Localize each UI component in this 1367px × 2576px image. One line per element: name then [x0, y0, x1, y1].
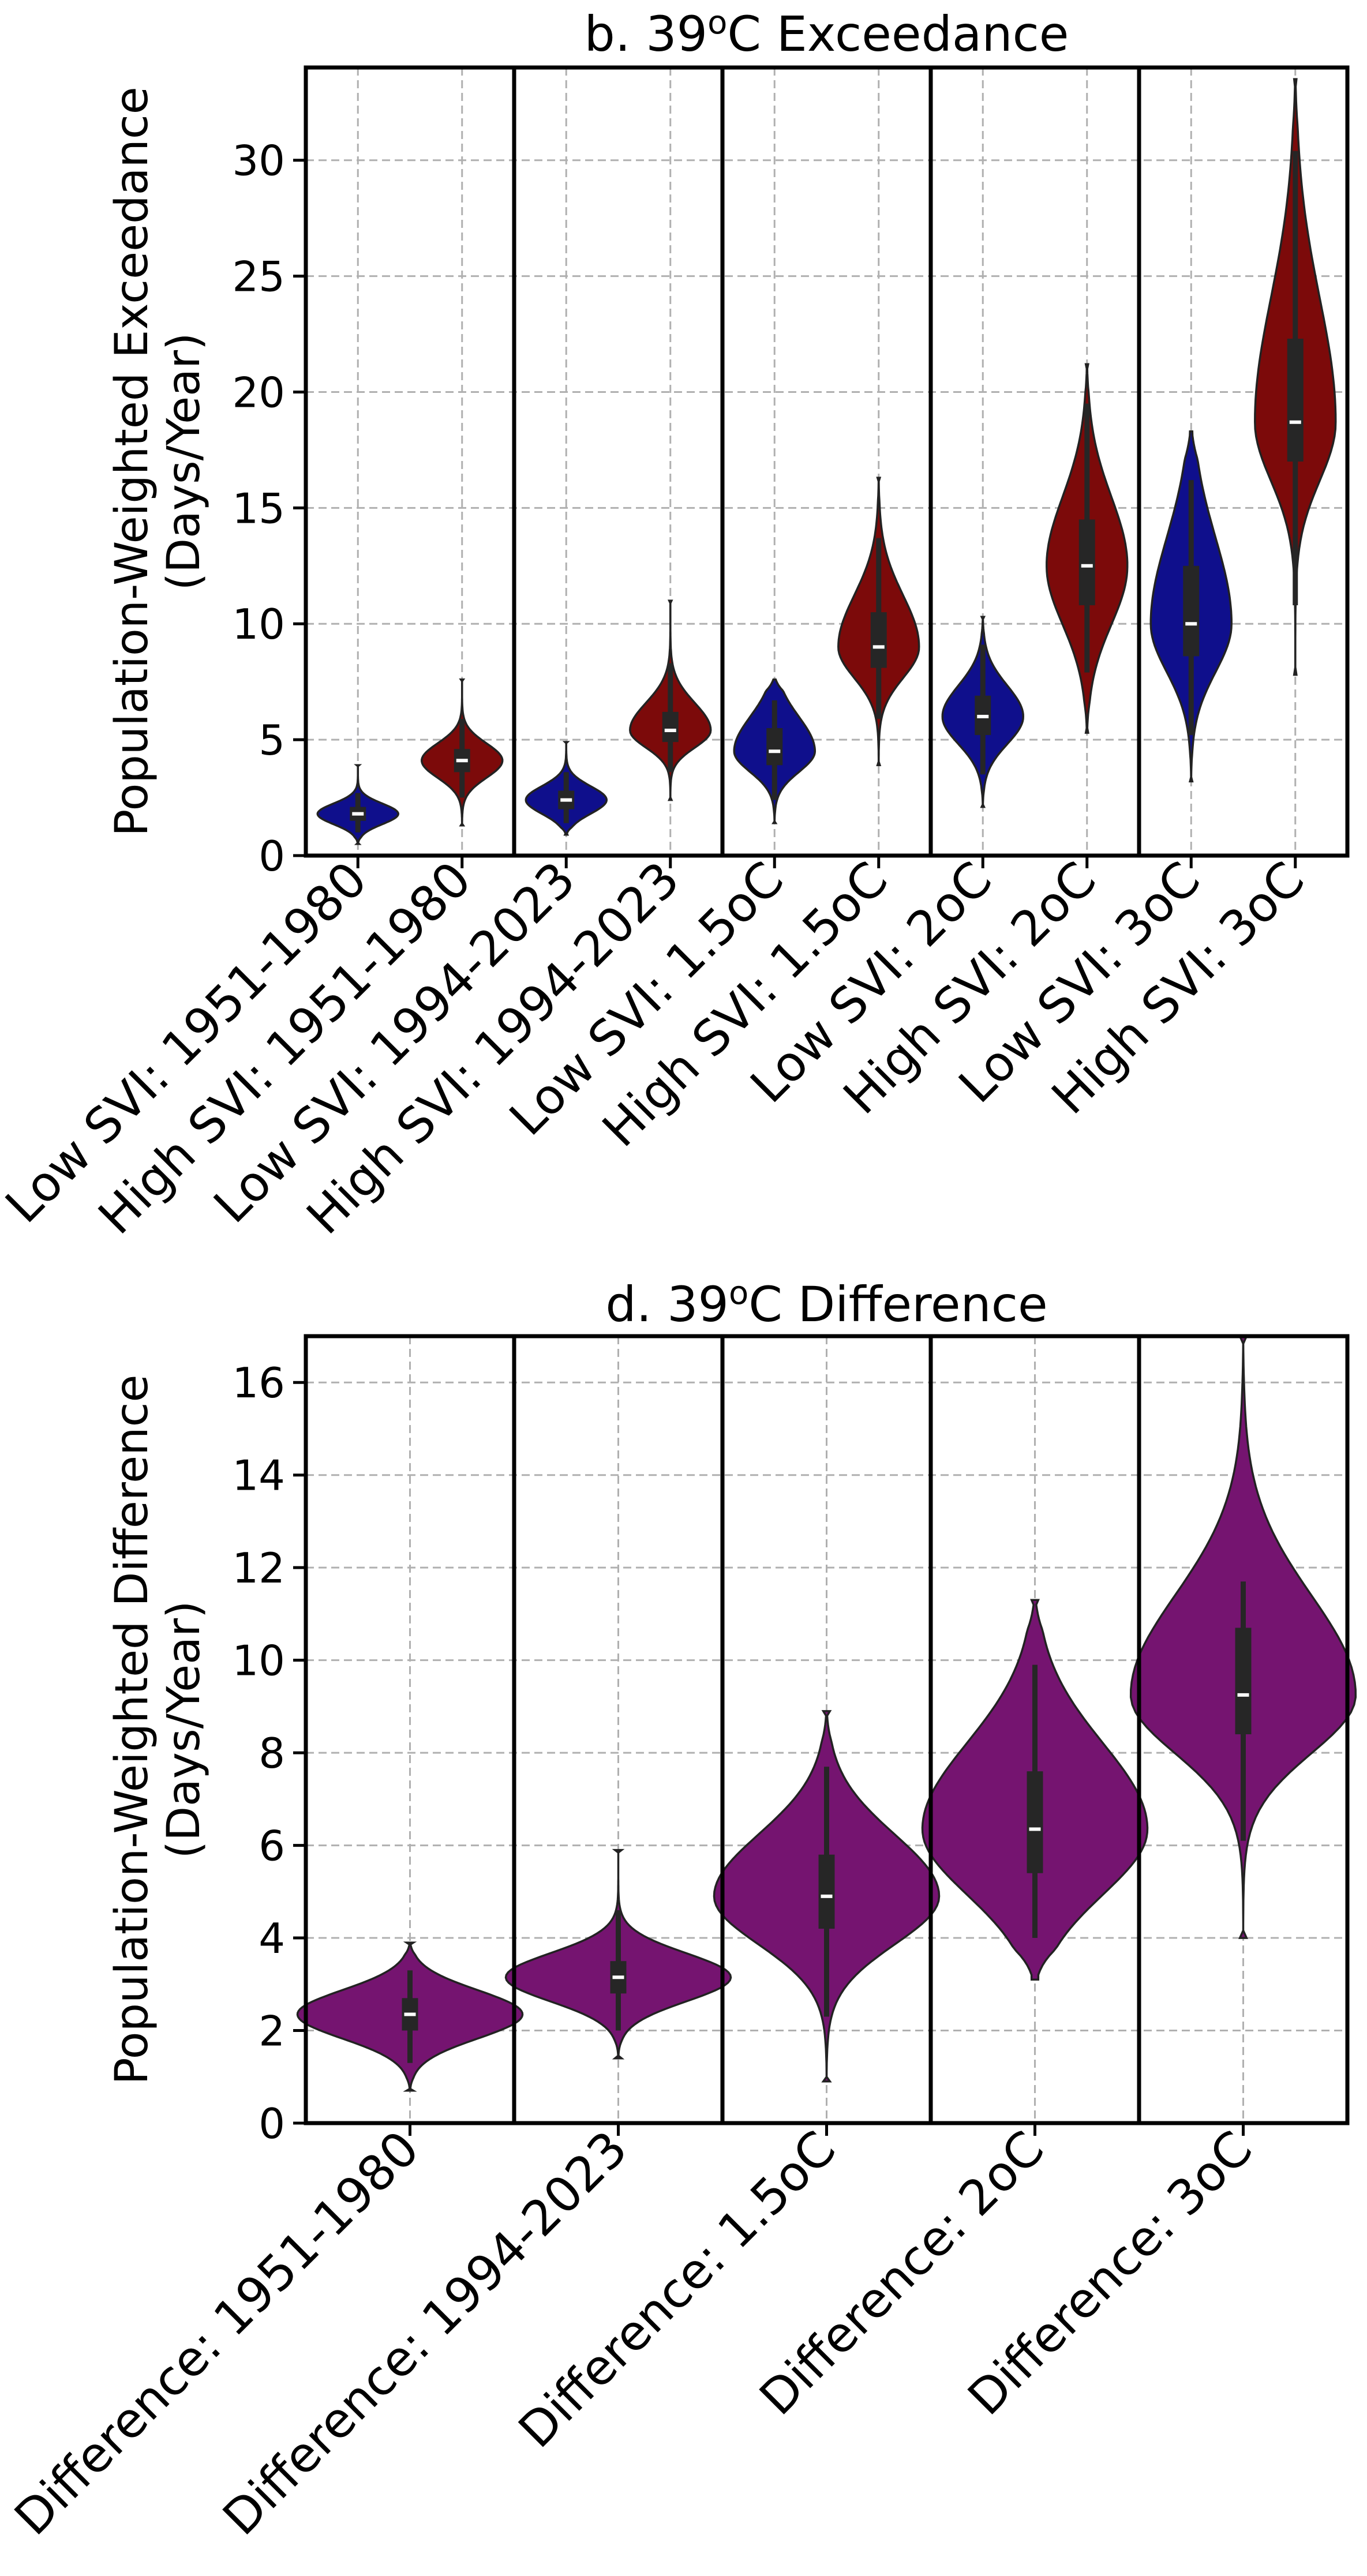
- violin: [1149, 430, 1233, 783]
- y-tick-label: 5: [259, 716, 285, 764]
- y-tick-label: 10: [232, 600, 285, 648]
- violin-iqr-box: [870, 612, 887, 668]
- y-tick-label: 16: [232, 1359, 285, 1407]
- violin: [421, 678, 504, 827]
- violin: [504, 1848, 732, 2060]
- y-axis-label-line1: Population-Weighted Difference: [106, 1375, 158, 2085]
- violin: [733, 678, 817, 824]
- y-tick-label: 0: [259, 832, 285, 880]
- y-tick-label: 20: [232, 368, 285, 417]
- y-axis-label-line2: (Days/Year): [158, 1601, 210, 1859]
- violin-iqr-box: [1078, 519, 1095, 606]
- y-tick-label: 6: [259, 1822, 285, 1870]
- y-tick-label: 4: [259, 1914, 285, 1963]
- chart-title-suffix: C Difference: [748, 1276, 1047, 1333]
- violin-iqr-box: [1027, 1771, 1043, 1873]
- violin: [921, 1599, 1149, 1981]
- violin-iqr-box: [1183, 565, 1200, 657]
- violin-iqr-box: [818, 1854, 835, 1929]
- y-axis-label-line2: (Days/Year): [158, 333, 210, 591]
- violin: [1254, 78, 1337, 676]
- y-tick-label: 14: [232, 1452, 285, 1500]
- y-axis-label: Population-Weighted Exceedance (Days/Year…: [106, 87, 210, 836]
- violin: [629, 599, 712, 801]
- violin: [837, 477, 920, 767]
- violin: [1046, 363, 1129, 734]
- violin: [1129, 1335, 1357, 1939]
- y-tick-label: 12: [232, 1544, 285, 1592]
- axes-frame: [304, 65, 1350, 858]
- chart-title-prefix: b. 39: [585, 6, 708, 62]
- chart-title-suffix: C Exceedance: [727, 6, 1069, 62]
- violin-iqr-box: [1287, 339, 1304, 462]
- violin-iqr-box: [766, 728, 783, 766]
- y-axis-label-line1: Population-Weighted Exceedance: [106, 87, 158, 836]
- y-tick-label: 30: [232, 137, 285, 185]
- y-tick-label: 15: [232, 484, 285, 533]
- x-tick-label: Difference: 1951-1980: [3, 2120, 429, 2546]
- violin: [316, 764, 399, 845]
- y-tick-label: 10: [232, 1637, 285, 1685]
- chart-title: d. 39oC Difference: [605, 1274, 1047, 1333]
- violin: [941, 616, 1024, 808]
- chart-title-superscript: o: [729, 1274, 748, 1312]
- violin: [525, 741, 608, 836]
- violin: [296, 1941, 524, 2092]
- chart-title-superscript: o: [707, 4, 727, 42]
- chart-title: b. 39oC Exceedance: [585, 4, 1069, 62]
- y-tick-label: 8: [259, 1729, 285, 1778]
- violin-iqr-box: [1235, 1628, 1252, 1735]
- chart-title-prefix: d. 39: [605, 1276, 729, 1333]
- violin: [713, 1710, 941, 2083]
- x-tick-label: Difference: 1994-2023: [212, 2120, 638, 2546]
- y-tick-label: 25: [232, 253, 285, 301]
- violin-iqr-box: [662, 711, 679, 743]
- y-axis-label: Population-Weighted Difference (Days/Year…: [106, 1375, 210, 2085]
- panel-difference: 0 2 4 6 8 10 12 14 16 Difference: 1951-1980Differ…: [3, 1274, 1357, 2546]
- y-tick-label: 2: [259, 2007, 285, 2056]
- y-tick-label: 0: [259, 2099, 285, 2148]
